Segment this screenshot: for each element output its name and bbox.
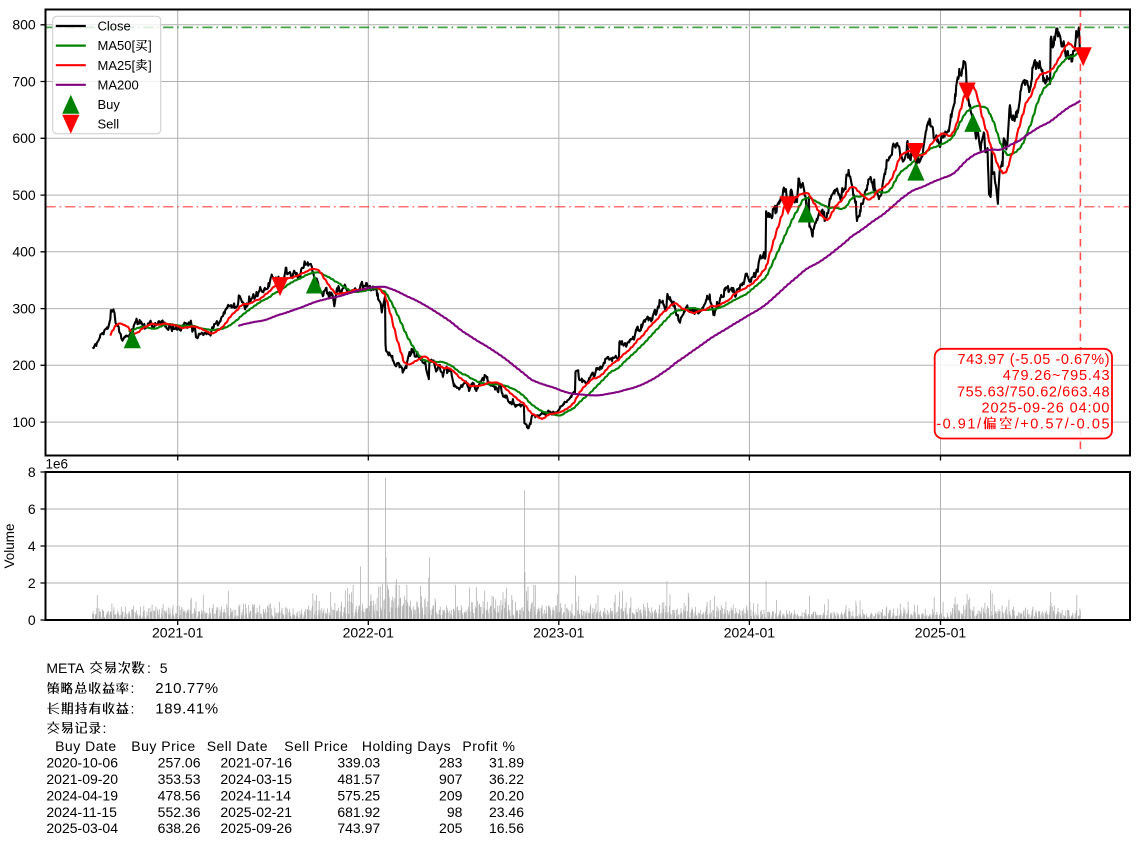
svg-text:2021-09-20: 2021-09-20 <box>46 771 118 787</box>
svg-text:20.20: 20.20 <box>489 787 524 803</box>
svg-text:Close: Close <box>98 19 131 34</box>
svg-text:257.06: 257.06 <box>158 755 201 771</box>
svg-text:2: 2 <box>28 575 36 591</box>
svg-text:200: 200 <box>12 357 36 373</box>
svg-text:283: 283 <box>439 755 463 771</box>
svg-text:500: 500 <box>12 187 36 203</box>
svg-text:2025-01: 2025-01 <box>915 625 967 641</box>
svg-text:481.57: 481.57 <box>337 771 380 787</box>
svg-text:575.25: 575.25 <box>337 787 380 803</box>
svg-text:2024-04-19: 2024-04-19 <box>46 787 118 803</box>
svg-text:Sell: Sell <box>98 117 120 132</box>
svg-text:743.97 (-5.05 -0.67%): 743.97 (-5.05 -0.67%) <box>958 352 1111 368</box>
svg-text:400: 400 <box>12 244 36 260</box>
svg-text:98: 98 <box>447 804 463 820</box>
svg-text:6: 6 <box>28 501 36 517</box>
svg-text:2023-01: 2023-01 <box>533 625 585 641</box>
svg-text:1e6: 1e6 <box>46 457 69 472</box>
svg-text:2025-02-21: 2025-02-21 <box>220 804 292 820</box>
svg-text:300: 300 <box>12 300 36 316</box>
svg-text:Buy Date: Buy Date <box>55 738 117 754</box>
svg-text::: : <box>131 680 135 696</box>
svg-text:2024-11-14: 2024-11-14 <box>220 787 291 803</box>
svg-text:189.41%: 189.41% <box>155 701 218 718</box>
svg-text::: : <box>103 720 107 736</box>
svg-text:Volume: Volume <box>2 523 17 568</box>
svg-text:36.22: 36.22 <box>489 771 524 787</box>
svg-text:2021-07-16: 2021-07-16 <box>220 755 292 771</box>
svg-text:755.63/750.62/663.48: 755.63/750.62/663.48 <box>957 385 1110 401</box>
svg-text:MA200: MA200 <box>98 77 139 92</box>
svg-text:638.26: 638.26 <box>158 820 201 836</box>
svg-text:Holding Days: Holding Days <box>362 738 451 754</box>
svg-text:353.53: 353.53 <box>158 771 201 787</box>
svg-text:800: 800 <box>12 17 36 33</box>
svg-text:681.92: 681.92 <box>337 804 380 820</box>
svg-text:23.46: 23.46 <box>489 804 524 820</box>
svg-text:2025-09-26 04:00: 2025-09-26 04:00 <box>982 401 1111 417</box>
svg-text:479.26~795.43: 479.26~795.43 <box>1003 368 1111 384</box>
svg-text:2024-01: 2024-01 <box>724 625 776 641</box>
svg-text:5: 5 <box>160 660 168 676</box>
svg-text:MA50[: MA50[ <box>98 38 136 53</box>
svg-text:]: ] <box>148 58 152 73</box>
svg-text:4: 4 <box>28 538 36 554</box>
svg-text::: : <box>131 701 135 717</box>
svg-text::: : <box>147 660 151 676</box>
svg-text:]: ] <box>148 38 152 53</box>
svg-text:-0.91/: -0.91/ <box>936 417 982 433</box>
svg-text:2025-09-26: 2025-09-26 <box>220 820 292 836</box>
svg-text:2021-01: 2021-01 <box>152 625 204 641</box>
svg-text:2022-01: 2022-01 <box>343 625 395 641</box>
svg-text:700: 700 <box>12 73 36 89</box>
svg-text:205: 205 <box>439 820 463 836</box>
svg-text:Sell Price: Sell Price <box>284 738 348 754</box>
svg-text:600: 600 <box>12 130 36 146</box>
svg-text:0: 0 <box>28 612 36 628</box>
svg-text:2020-10-06: 2020-10-06 <box>46 755 118 771</box>
svg-text:MA25[: MA25[ <box>98 58 136 73</box>
svg-text:META: META <box>46 660 85 676</box>
svg-text:2025-03-04: 2025-03-04 <box>46 820 118 836</box>
svg-text:Sell Date: Sell Date <box>207 738 268 754</box>
svg-text:2024-03-15: 2024-03-15 <box>220 771 292 787</box>
svg-text:/+0.57/-0.05: /+0.57/-0.05 <box>1015 417 1111 433</box>
svg-text:552.36: 552.36 <box>158 804 201 820</box>
svg-text:Profit %: Profit % <box>462 738 515 754</box>
svg-text:16.56: 16.56 <box>489 820 524 836</box>
svg-text:210.77%: 210.77% <box>155 680 218 697</box>
svg-text:209: 209 <box>439 787 463 803</box>
svg-text:743.97: 743.97 <box>337 820 380 836</box>
svg-text:2024-11-15: 2024-11-15 <box>46 804 117 820</box>
svg-text:339.03: 339.03 <box>337 755 380 771</box>
svg-text:8: 8 <box>28 464 36 480</box>
svg-text:Buy: Buy <box>98 97 121 112</box>
svg-text:907: 907 <box>439 771 463 787</box>
svg-text:100: 100 <box>12 414 36 430</box>
svg-text:31.89: 31.89 <box>489 755 524 771</box>
svg-text:478.56: 478.56 <box>158 787 201 803</box>
svg-text:Buy Price: Buy Price <box>131 738 195 754</box>
